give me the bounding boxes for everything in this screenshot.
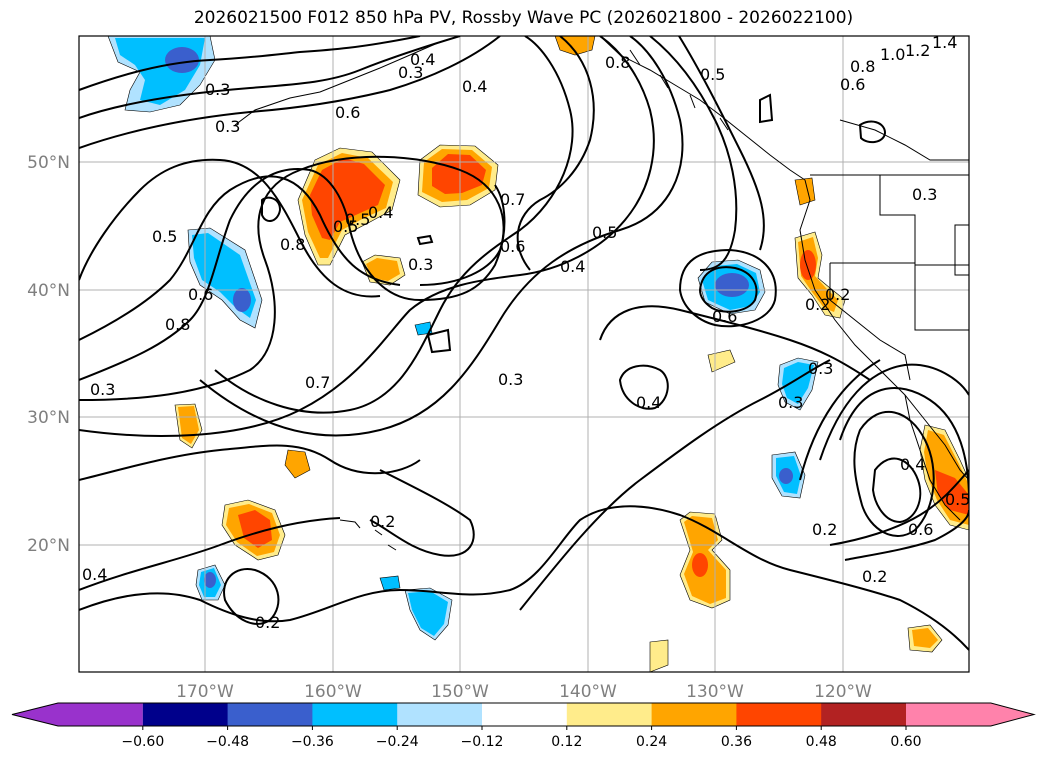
contour-label: 0.4 (368, 203, 393, 222)
colorbar-segment (142, 703, 229, 726)
lon-label: 160°W (304, 682, 362, 702)
longitude-labels: 170°W 160°W 150°W 140°W 130°W 120°W (176, 682, 872, 702)
contour-label: 0.5 (592, 223, 617, 242)
colorbar-segment (821, 703, 907, 726)
contour-label: 0.8 (850, 57, 875, 76)
contour-label: 0.5 (152, 227, 177, 246)
contour-label: 0.2 (862, 567, 887, 586)
colorbar-tick-label: −0.36 (291, 734, 334, 750)
contour-label: 0.6 (188, 285, 213, 304)
contour-label: 0.8 (165, 315, 190, 334)
lat-label: 40°N (27, 281, 70, 301)
colorbar-tick-label: 0.48 (806, 734, 837, 750)
latitude-labels: 50°N 40°N 30°N 20°N (27, 153, 70, 556)
contour-label: 0.2 (370, 512, 395, 531)
contour-label: 0.4 (410, 50, 435, 69)
colorbar-tick-label: 0.24 (636, 734, 667, 750)
map-panel (79, 36, 969, 672)
contour-label: 0.6 (500, 237, 525, 256)
contour-label: 0.4 (560, 257, 585, 276)
contour-label: 0.3 (498, 370, 523, 389)
lon-label: 150°W (431, 682, 489, 702)
colorbar-tick-label: 0.12 (551, 734, 582, 750)
contour-label: 0.3 (408, 255, 433, 274)
colorbar-tick-label: 0.60 (890, 734, 921, 750)
contour-label: 0.3 (398, 63, 423, 82)
colorbar-tick-label: −0.60 (121, 734, 164, 750)
contour-label: 0.3 (90, 380, 115, 399)
lat-label: 20°N (27, 536, 70, 556)
contour-label: 0.7 (305, 373, 330, 392)
colorbar-tick-label: 0.36 (721, 734, 752, 750)
lon-label: 130°W (686, 682, 744, 702)
contour-label: 0.7 (500, 190, 525, 209)
contour-label: 0.5 (345, 210, 370, 229)
gridlines (79, 36, 969, 672)
contour-label: 0.2 (812, 520, 837, 539)
coastlines (234, 36, 969, 551)
colorbar-outline (11, 702, 1036, 727)
contour-label: 1.2 (905, 41, 930, 60)
lat-label: 30°N (27, 408, 70, 428)
contour-label: 0.4 (636, 393, 661, 412)
contour-labels: 0.3 0.3 0.2 0.4 0.5 0.6 0.8 1.0 1.2 1.4 … (82, 33, 970, 632)
colorbar-segment (227, 703, 313, 726)
contour-label: 0.4 (900, 455, 925, 474)
contour-label: 0.4 (462, 77, 487, 96)
colorbar-tick-label: −0.12 (461, 734, 504, 750)
contour-label: 0.5 (333, 217, 358, 236)
colorbar-extend-left (12, 703, 143, 726)
contour-label: 0.4 (82, 565, 107, 584)
contour-label: 0.2 (805, 295, 830, 314)
contour-label: 0.6 (840, 75, 865, 94)
lat-label: 50°N (27, 153, 70, 173)
contour-label: 0.3 (808, 359, 833, 378)
contour-label: 0.3 (205, 80, 230, 99)
colorbar-segment (736, 703, 822, 726)
contour-label: 0.6 (712, 307, 737, 326)
contour-label: 0.2 (255, 613, 280, 632)
contour-label: 0.6 (908, 520, 933, 539)
contour-label: 0.3 (215, 117, 240, 136)
contour-label: 0.8 (605, 53, 630, 72)
colorbar-tick-label: −0.48 (206, 734, 249, 750)
colorbar-tick-label: −0.24 (376, 734, 419, 750)
contour-label: 1.4 (932, 33, 957, 52)
contour-label: 0.3 (778, 393, 803, 412)
map-title: 2026021500 F012 850 hPa PV, Rossby Wave … (193, 8, 854, 28)
colorbar-segment (397, 703, 483, 726)
colorbar-segment (566, 703, 653, 726)
contour-label: 0.8 (280, 235, 305, 254)
contour-label: 0.5 (945, 490, 970, 509)
contour-label: 1.0 (880, 45, 905, 64)
contour-label: 0.3 (912, 185, 937, 204)
contour-label: 0.2 (825, 285, 850, 304)
colorbar-segment (482, 703, 568, 726)
pv-contours (79, 36, 969, 651)
lon-label: 140°W (559, 682, 617, 702)
colorbar-segment (651, 703, 737, 726)
contour-label: 0.6 (335, 103, 360, 122)
contour-label: 0.5 (700, 65, 725, 84)
colorbar: −0.60 −0.48 −0.36 −0.24 −0.12 0.12 0.24 0.36 0.4… (11, 702, 1036, 750)
colorbar-extend-right (906, 703, 1034, 726)
lon-label: 170°W (176, 682, 234, 702)
map-frame (78, 35, 970, 673)
colorbar-segment (312, 703, 398, 726)
lon-label: 120°W (814, 682, 872, 702)
